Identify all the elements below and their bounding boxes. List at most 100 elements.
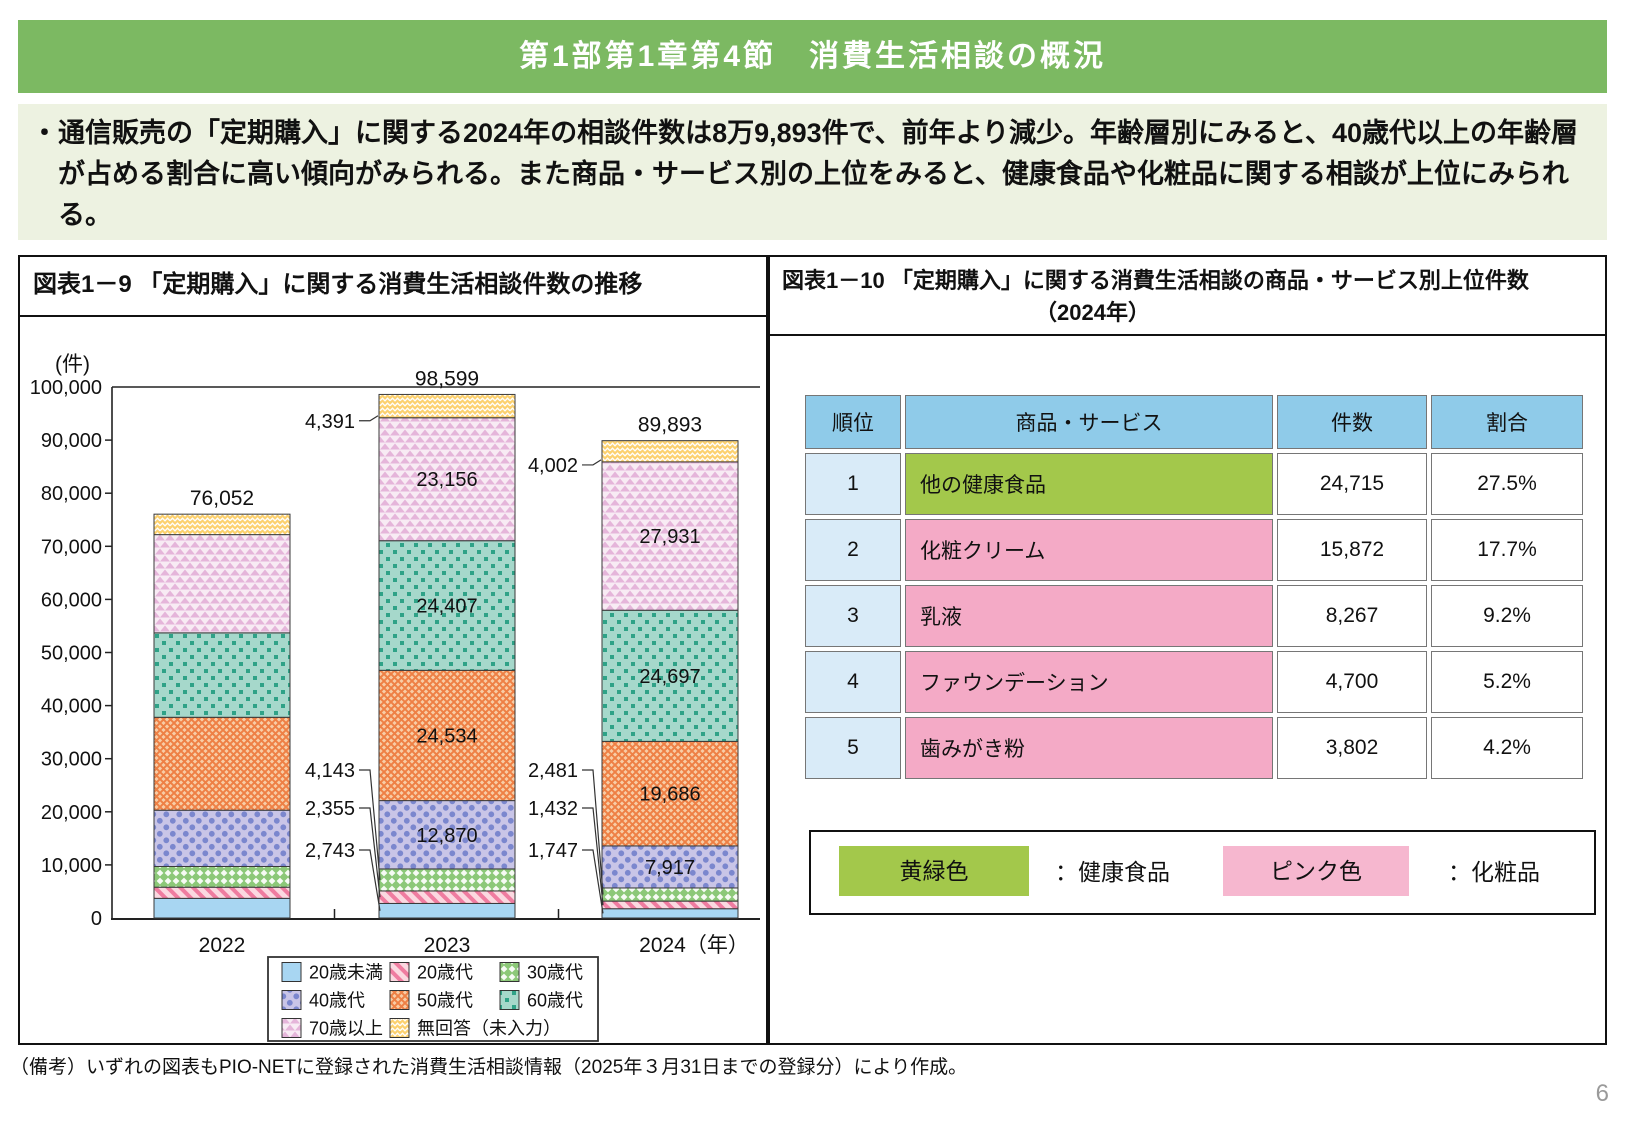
chart-label: 70歳以上 <box>309 1019 383 1039</box>
item-cell: ファウンデーション <box>905 651 1273 713</box>
page-title: 第1部第1章第4節 消費生活相談の概況 <box>18 20 1607 93</box>
share-cell: 27.5% <box>1431 453 1583 515</box>
callout-line <box>582 769 604 895</box>
segment-30歳代 <box>378 868 516 892</box>
y-tick-labels: 0 10,000 20,000 30,000 40,000 50,000 60,000 70,… <box>30 377 112 930</box>
callout-line <box>582 807 604 905</box>
chart-label: 40歳代 <box>309 991 365 1011</box>
figure-1-9-panel: 図表1－9 「定期購入」に関する消費生活相談件数の推移 0 10,000 20,00… <box>18 255 768 1045</box>
chart-label: 4,002 <box>528 455 578 477</box>
segment-20歳未満 <box>153 897 291 919</box>
table-row: 5 歯みがき粉 3,802 4.2% <box>805 717 1583 779</box>
chart-label: 98,599 <box>415 367 479 390</box>
chart-label: 24,697 <box>639 666 700 688</box>
chart-label: 20歳未満 <box>309 963 383 983</box>
bar-2024 <box>601 440 739 919</box>
table-row: 4 ファウンデーション 4,700 5.2% <box>805 651 1583 713</box>
chart-label: 20歳代 <box>417 963 473 983</box>
chart-label: 2,743 <box>305 840 355 862</box>
segment-無回答（未入力） <box>378 393 516 419</box>
chart-label: 30歳代 <box>527 963 583 983</box>
bar-2022 <box>153 513 291 919</box>
callout-labels: 4,391 4,143 2,355 2,743 4,002 2,481 1,432 1,747 <box>305 411 604 914</box>
segment-無回答（未入力） <box>153 513 291 536</box>
chart-label: 2023 <box>424 934 471 957</box>
legend-swatch-無回答（未入力） <box>389 1018 410 1038</box>
segment-70歳以上 <box>378 417 516 542</box>
callout-line <box>359 415 379 422</box>
header-row: 順位 商品・サービス 件数 割合 <box>805 395 1583 449</box>
table-row: 3 乳液 8,267 9.2% <box>805 585 1583 647</box>
item-cell: 化粧クリーム <box>905 519 1273 581</box>
segment-70歳以上 <box>601 461 739 611</box>
callout-line <box>359 849 381 911</box>
figure-1-9-title: 図表1－9 「定期購入」に関する消費生活相談件数の推移 <box>20 257 766 317</box>
segment-50歳代 <box>378 669 516 802</box>
chart-label: 7,917 <box>645 857 695 879</box>
rank-cell: 2 <box>805 519 901 581</box>
segment-20歳代 <box>153 886 291 899</box>
ranking-table-head: 順位 商品・サービス 件数 割合 <box>805 395 1583 449</box>
chart-label: 12,870 <box>416 825 477 847</box>
legend-swatch-40歳代 <box>281 990 302 1010</box>
segment-40歳代 <box>601 845 739 889</box>
item-cell: 他の健康食品 <box>905 453 1273 515</box>
count-cell: 15,872 <box>1277 519 1427 581</box>
legend-swatch-30歳代 <box>499 962 520 982</box>
legend-swatch-50歳代 <box>389 990 410 1010</box>
page-number: 6 <box>1595 1080 1609 1107</box>
health-food-color-desc: ：健康食品 <box>1055 859 1170 885</box>
figure-1-10-content: 順位 商品・サービス 件数 割合 1 他の健康食品 24,715 27.5% 2 化粧クリーム 1… <box>770 336 1605 1041</box>
table-row: 1 他の健康食品 24,715 27.5% <box>805 453 1583 515</box>
segment-40歳代 <box>378 800 516 870</box>
column-header-1: 商品・サービス <box>905 395 1273 449</box>
cosmetics-color-desc: ：化粧品 <box>1448 859 1540 885</box>
summary-text: ・通信販売の「定期購入」に関する2024年の相談件数は8万9,893件で、前年よ… <box>31 118 1578 231</box>
chart-label: 2022 <box>199 934 246 957</box>
chart-label: 89,893 <box>638 414 702 437</box>
share-cell: 4.2% <box>1431 717 1583 779</box>
chart-label: 27,931 <box>639 526 700 548</box>
legend-swatch-70歳以上 <box>281 1018 302 1038</box>
segment-20歳代 <box>601 900 739 910</box>
chart-label: 76,052 <box>190 487 254 510</box>
callout-line <box>359 769 381 880</box>
segment-50歳代 <box>601 740 739 847</box>
segment-60歳代 <box>601 609 739 742</box>
rank-cell: 4 <box>805 651 901 713</box>
segment-無回答（未入力） <box>601 440 739 463</box>
segment-60歳代 <box>378 540 516 671</box>
segment-70歳以上 <box>153 534 291 634</box>
legend-swatch-60歳代 <box>499 990 520 1010</box>
color-key-box: 黄緑色 ：健康食品 ピンク色 ：化粧品 <box>809 830 1596 915</box>
chart-label: 無回答（未入力） <box>417 1019 561 1039</box>
chart-label: 30,000 <box>41 749 102 771</box>
column-header-0: 順位 <box>805 395 901 449</box>
count-cell: 3,802 <box>1277 717 1427 779</box>
callout-line <box>582 849 604 914</box>
segment-20歳未満 <box>378 902 516 919</box>
chart-label: (件) <box>55 353 90 376</box>
chart-label: 24,534 <box>416 725 477 747</box>
chart-label: 2024（年） <box>639 934 749 957</box>
segment-30歳代 <box>601 887 739 902</box>
segment-50歳代 <box>153 716 291 811</box>
chart-label: 19,686 <box>639 784 700 806</box>
chart-label: 4,143 <box>305 760 355 782</box>
segment-20歳未満 <box>601 908 739 919</box>
segment-60歳代 <box>153 632 291 718</box>
legend-swatch-20歳代 <box>389 962 410 982</box>
chart-label: 1,432 <box>528 798 578 820</box>
cosmetics-color-swatch: ピンク色 <box>1223 846 1409 896</box>
chart-label: 2,355 <box>305 798 355 820</box>
callout-line <box>582 459 602 466</box>
count-cell: 4,700 <box>1277 651 1427 713</box>
chart-label: 90,000 <box>41 430 102 452</box>
ranking-table-body: 1 他の健康食品 24,715 27.5% 2 化粧クリーム 15,872 17.7% 3 乳液 8… <box>805 453 1583 779</box>
chart-label: 100,000 <box>30 377 102 399</box>
figure-1-10-panel: 図表1－10 「定期購入」に関する消費生活相談の商品・サービス別上位件数 （20… <box>768 255 1607 1045</box>
source-note: （備考）いずれの図表もPIO-NETに登録された消費生活相談情報（2025年３月… <box>10 1057 968 1078</box>
consultations-stacked-bar-chart: 0 10,000 20,000 30,000 40,000 50,000 60,000 70,… <box>30 353 760 1042</box>
summary-box: ・通信販売の「定期購入」に関する2024年の相談件数は8万9,893件で、前年よ… <box>18 104 1607 240</box>
chart-label: 60,000 <box>41 589 102 611</box>
